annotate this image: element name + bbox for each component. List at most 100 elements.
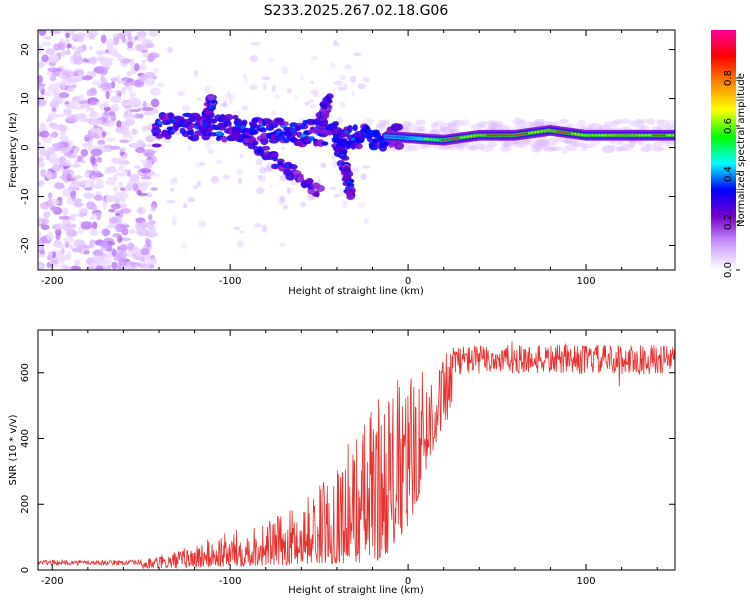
- spectrogram-cell: [332, 121, 340, 127]
- spectrogram-cell: [100, 82, 113, 91]
- spectrogram-cell: [280, 66, 289, 75]
- spectrogram-cell: [100, 66, 111, 70]
- spectrogram-cell: [502, 140, 511, 148]
- spectrogram-cell: [272, 156, 279, 162]
- spectrogram-y-tick-label: -10: [20, 188, 31, 204]
- spectrogram-cell: [488, 125, 496, 131]
- spectrogram-cell: [429, 128, 441, 136]
- spectrogram-x-label: Height of straight line (km): [288, 286, 424, 297]
- spectrogram-cell: [77, 155, 82, 163]
- spectrogram-cell: [300, 73, 304, 82]
- spectrogram-cell: [72, 198, 83, 203]
- spectrogram-cell: [38, 160, 45, 168]
- spectrogram-cell: [148, 214, 153, 221]
- spectrogram-cell: [332, 160, 339, 169]
- spectrogram-cell: [69, 265, 82, 270]
- spectrogram-cell: [40, 169, 47, 177]
- spectrogram-cell: [330, 186, 337, 191]
- spectrogram-cell: [307, 187, 316, 195]
- spectrogram-cell: [321, 141, 329, 146]
- spectrogram-cell: [142, 107, 154, 112]
- spectrogram-cell: [63, 266, 73, 270]
- spectrogram-cell: [663, 123, 675, 129]
- spectrogram-cell: [339, 101, 346, 108]
- spectrogram-cell: [107, 47, 118, 56]
- spectrogram-cell: [271, 84, 276, 93]
- spectrogram-cell: [112, 159, 125, 165]
- spectrogram-cell: [68, 244, 74, 250]
- colorbar-gradient: [711, 30, 736, 270]
- spectrogram-cell: [83, 192, 95, 199]
- spectrogram-cell: [157, 82, 165, 88]
- spectrogram-cell: [66, 177, 76, 182]
- spectrogram-cell: [430, 122, 438, 129]
- spectrogram-cell: [552, 120, 564, 127]
- spectrogram-cell: [93, 249, 104, 257]
- spectrogram-cell: [244, 77, 248, 84]
- spectrogram-cell: [315, 184, 326, 192]
- spectrogram-y-tick-label: -20: [20, 237, 31, 253]
- snr-x-tick-label: -200: [41, 576, 64, 587]
- spectrogram-cell: [447, 143, 457, 151]
- spectrogram-cell: [38, 230, 42, 240]
- spectrogram-cell: [579, 143, 590, 149]
- spectrogram-cell: [655, 125, 665, 131]
- spectrogram-cell: [41, 136, 53, 144]
- spectrogram-cell: [635, 118, 644, 124]
- colorbar-label: Normalized spectral amplitude: [736, 73, 747, 227]
- spectrogram-cell: [664, 141, 675, 147]
- spectrogram-cell: [301, 181, 309, 189]
- spectrogram-cell: [341, 200, 348, 205]
- spectrogram-cell: [310, 56, 319, 61]
- spectrogram-cell: [96, 212, 101, 221]
- spectrogram-cell: [307, 99, 315, 104]
- spectrogram-cell: [149, 30, 155, 37]
- spectrogram-cell: [55, 232, 61, 240]
- snr-x-tick-label: 100: [576, 576, 595, 587]
- snr-y-label: SNR (10 * v/v): [8, 414, 19, 485]
- spectrogram-cell: [207, 93, 215, 101]
- spectrogram-cell: [207, 140, 215, 145]
- spectrogram-cell: [169, 187, 175, 193]
- spectrogram-cell: [66, 43, 72, 49]
- spectrogram-cell: [530, 143, 544, 148]
- spectrogram-cell: [590, 139, 600, 147]
- spectrogram-cell: [104, 60, 113, 67]
- spectrogram-cell: [234, 110, 242, 116]
- spectrogram-cell: [134, 147, 146, 154]
- spectrogram-cell: [117, 80, 126, 85]
- spectrogram-cell: [420, 144, 430, 149]
- spectrogram-cell: [279, 131, 284, 136]
- spectrogram-cell: [320, 162, 327, 169]
- spectrogram-cell: [70, 181, 77, 185]
- spectrogram-cell: [96, 157, 103, 163]
- spectrogram-cell: [129, 108, 141, 113]
- spectrogram-cell: [451, 123, 461, 128]
- spectrogram-cell: [111, 248, 117, 258]
- spectrogram-cell: [46, 231, 54, 241]
- spectrogram-cell: [102, 266, 110, 270]
- spectrogram-cell: [263, 166, 273, 173]
- spectrogram-cell: [93, 183, 105, 189]
- spectrogram-cell: [577, 119, 586, 127]
- spectrogram-cell: [278, 162, 283, 166]
- spectrogram-cell: [74, 146, 80, 153]
- spectrogram-cell: [38, 98, 47, 107]
- spectrogram-cell: [526, 121, 533, 129]
- spectrogram-cell: [41, 41, 52, 47]
- spectrogram-cell: [142, 100, 147, 109]
- spectrogram-cell: [547, 137, 558, 146]
- spectrogram-cell: [129, 134, 134, 142]
- spectrogram-cell: [237, 240, 244, 249]
- spectrogram-cell: [601, 145, 615, 154]
- spectrogram-cell: [352, 124, 358, 132]
- spectrogram-cell: [270, 152, 279, 158]
- snr-y-ticks: 0 200 400 600: [20, 363, 675, 573]
- spectrogram-cell: [126, 71, 132, 77]
- spectrogram-cell: [102, 200, 108, 210]
- spectrogram-cell: [612, 119, 622, 125]
- spectrogram-cell: [611, 120, 619, 127]
- spectrogram-cell: [488, 141, 498, 148]
- spectrogram-cell: [172, 176, 178, 183]
